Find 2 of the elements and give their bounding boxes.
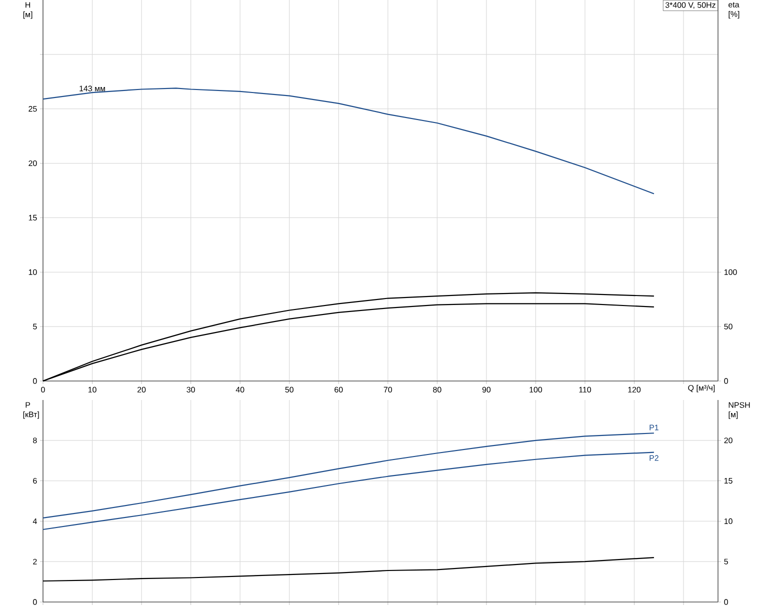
line-series	[42, 88, 655, 194]
line-series	[42, 557, 655, 582]
